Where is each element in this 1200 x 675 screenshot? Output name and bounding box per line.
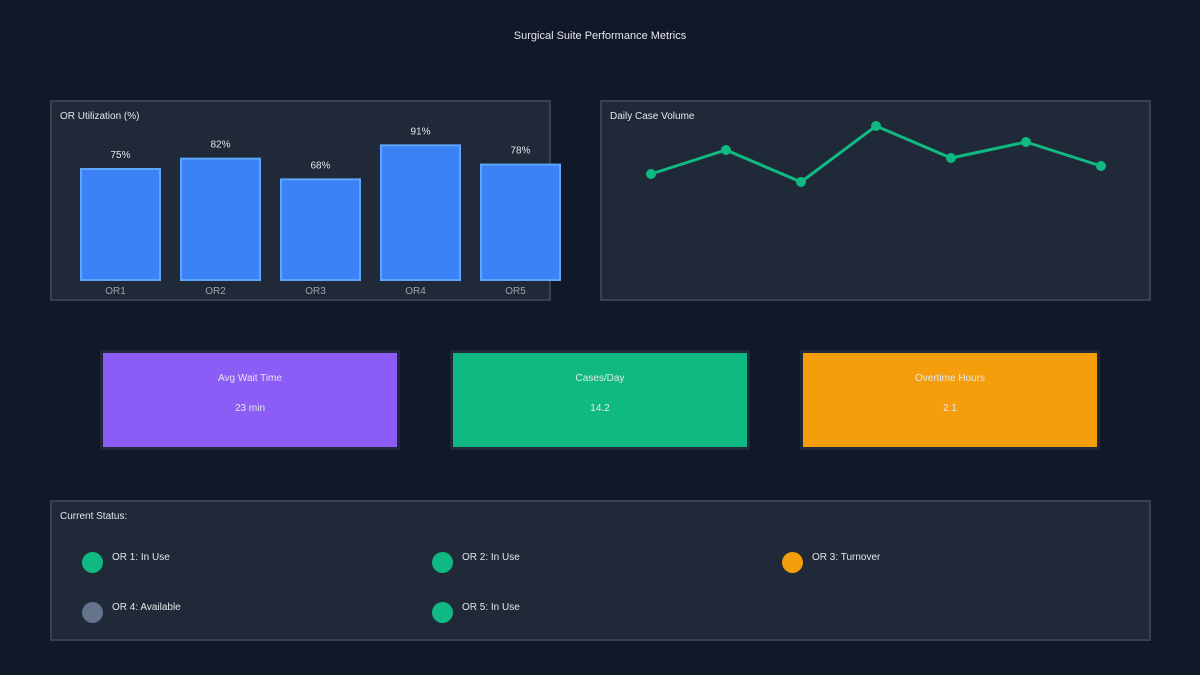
bar-value-label: 75% bbox=[110, 150, 130, 161]
status-dot-icon bbox=[432, 552, 453, 573]
bar-value-label: 68% bbox=[310, 160, 330, 171]
x-tick-label: OR5 bbox=[505, 286, 526, 297]
case-volume-point-5 bbox=[946, 153, 956, 163]
kpi-label: Cases/Day bbox=[575, 373, 625, 384]
x-tick-label: OR4 bbox=[405, 286, 426, 297]
kpi-label: Overtime Hours bbox=[914, 373, 985, 384]
status-dot-icon bbox=[432, 602, 453, 623]
page-title: Surgical Suite Performance Metrics bbox=[513, 30, 687, 42]
bar-or3 bbox=[280, 178, 361, 281]
x-tick-label: OR2 bbox=[205, 286, 226, 297]
daily-case-volume-chart bbox=[646, 121, 1106, 187]
case-volume-point-6 bbox=[1021, 137, 1031, 147]
status-label: OR 1: In Use bbox=[112, 552, 170, 563]
kpi-card-cases-per-day: Cases/Day 14.2 bbox=[450, 350, 750, 450]
kpi-label: Avg Wait Time bbox=[218, 373, 282, 384]
status-dot-icon bbox=[82, 602, 103, 623]
kpi-value: 14.2 bbox=[590, 403, 610, 414]
bar-value-label: 82% bbox=[210, 140, 230, 151]
bar-value-label: 78% bbox=[510, 146, 530, 157]
status-label: OR 5: In Use bbox=[462, 602, 520, 613]
status-dot-icon bbox=[82, 552, 103, 573]
daily-case-volume-title: Daily Case Volume bbox=[610, 111, 695, 122]
daily-case-volume-panel: Daily Case Volume bbox=[600, 100, 1151, 301]
or-utilization-chart: 75% OR1 82% OR2 68% OR3 91% OR4 78% OR5 bbox=[80, 126, 561, 297]
or-utilization-panel: OR Utilization (%) 75% OR1 82% OR2 68% OR3 91%… bbox=[50, 100, 561, 301]
case-volume-point-2 bbox=[721, 145, 731, 155]
status-dot-icon bbox=[782, 552, 803, 573]
bar-value-label: 91% bbox=[410, 126, 430, 137]
case-volume-point-1 bbox=[646, 169, 656, 179]
kpi-card-overtime-hours: Overtime Hours 2.1 bbox=[800, 350, 1100, 450]
bar-or5 bbox=[480, 163, 561, 282]
current-status-panel: Current Status: OR 1: In Use OR 2: In Us… bbox=[50, 500, 1151, 641]
case-volume-point-3 bbox=[796, 177, 806, 187]
bar-or2 bbox=[180, 157, 261, 281]
bar-or1 bbox=[80, 168, 161, 281]
x-tick-label: OR1 bbox=[105, 286, 126, 297]
case-volume-line bbox=[650, 124, 1102, 184]
current-status-title: Current Status: bbox=[60, 511, 128, 522]
status-label: OR 4: Available bbox=[112, 602, 181, 613]
kpi-card-avg-wait-time: Avg Wait Time 23 min bbox=[100, 350, 400, 450]
bar-or4 bbox=[380, 144, 461, 281]
case-volume-point-4 bbox=[871, 121, 881, 131]
x-tick-label: OR3 bbox=[305, 286, 326, 297]
status-label: OR 3: Turnover bbox=[812, 552, 881, 563]
status-label: OR 2: In Use bbox=[462, 552, 520, 563]
case-volume-point-7 bbox=[1096, 161, 1106, 171]
kpi-value: 2.1 bbox=[943, 403, 957, 414]
kpi-value: 23 min bbox=[234, 403, 265, 414]
or-utilization-title: OR Utilization (%) bbox=[60, 111, 140, 122]
